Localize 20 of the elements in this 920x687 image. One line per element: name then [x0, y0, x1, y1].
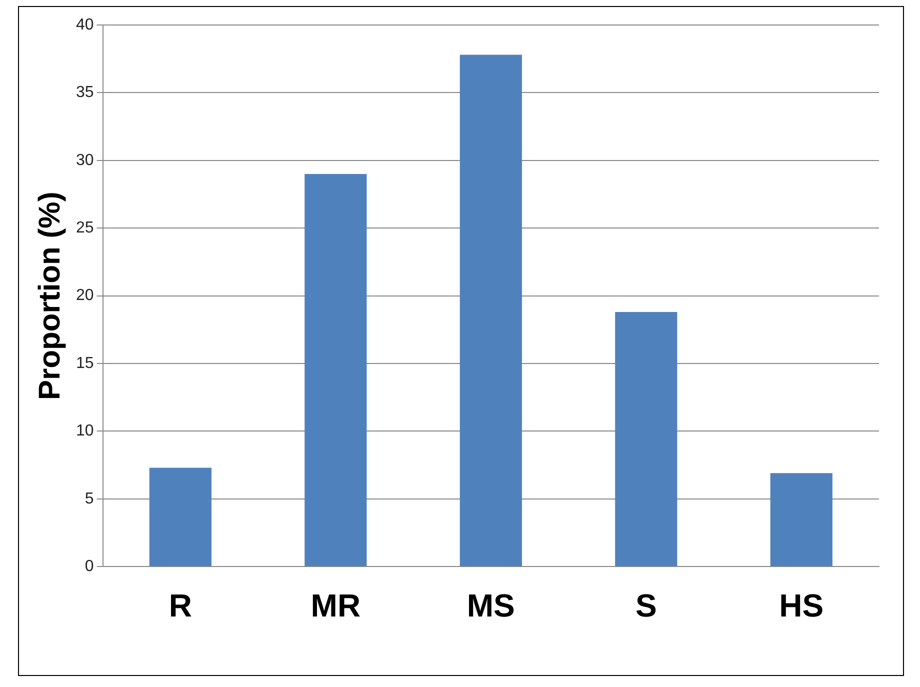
bar: [770, 473, 832, 566]
y-tick-label: 5: [84, 490, 94, 508]
bar: [304, 174, 367, 566]
x-tick-label: MS: [466, 588, 515, 624]
y-tick-label: 40: [76, 16, 94, 34]
x-tick-label: MR: [310, 588, 361, 624]
x-tick-label: S: [635, 588, 657, 624]
y-tick-label: 35: [76, 84, 94, 102]
x-tick-label: HS: [779, 588, 824, 624]
bar: [615, 312, 678, 566]
y-tick-label: 0: [84, 558, 94, 576]
y-tick-label: 10: [76, 422, 94, 440]
y-tick-label: 15: [76, 354, 94, 372]
bar: [149, 468, 212, 566]
x-tick-label: R: [168, 588, 192, 624]
y-tick-label: 30: [76, 152, 94, 169]
y-tick-label: 25: [76, 220, 94, 237]
y-axis-title: Proportion (%): [33, 192, 66, 400]
y-tick-label: 20: [76, 287, 94, 304]
bar: [460, 54, 522, 566]
